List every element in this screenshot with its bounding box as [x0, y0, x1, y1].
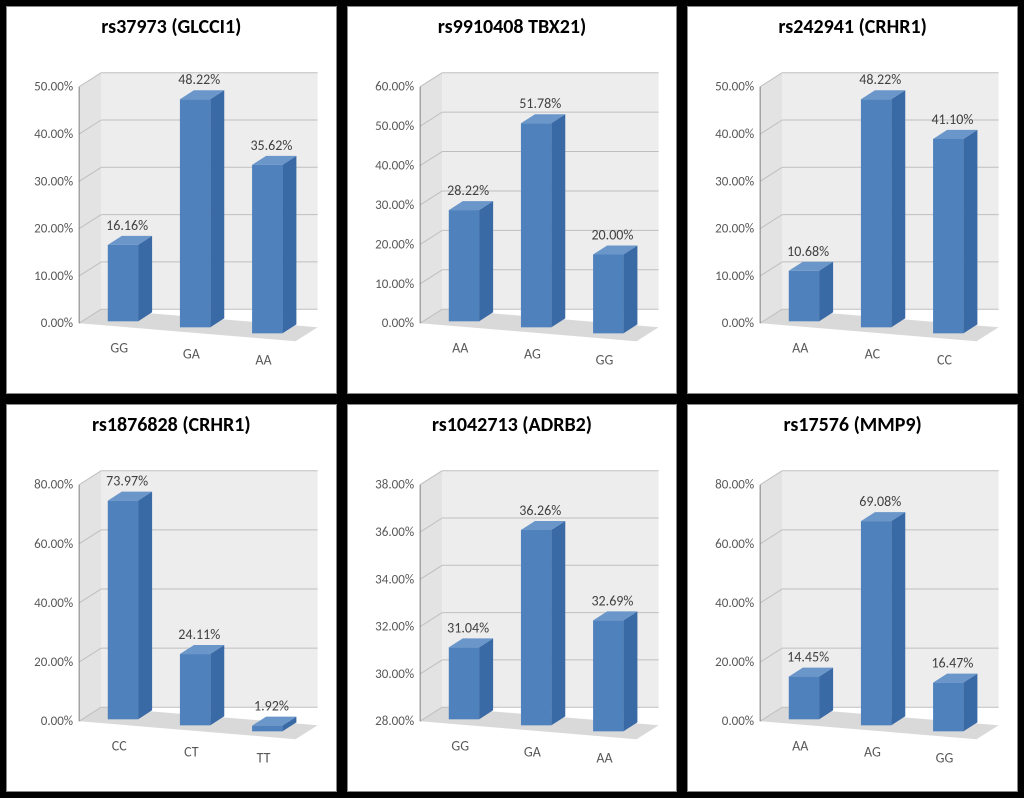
- svg-text:AC: AC: [865, 345, 881, 362]
- svg-text:30.00%: 30.00%: [715, 174, 754, 189]
- svg-text:24.11%: 24.11%: [178, 626, 220, 643]
- chart-title: rs1042713 (ADRB2): [352, 413, 673, 437]
- chart-panel-1: rs9910408 TBX21) 0.00% 10.00% 20.00% 30.00%…: [347, 6, 678, 394]
- svg-text:0.00%: 0.00%: [722, 316, 754, 331]
- svg-text:41.10%: 41.10%: [932, 111, 974, 128]
- svg-text:10.00%: 10.00%: [375, 277, 414, 292]
- chart-panel-2: rs242941 (CRHR1) 0.00% 10.00% 20.00% 30.00%…: [687, 6, 1018, 394]
- svg-text:10.00%: 10.00%: [34, 269, 73, 284]
- svg-text:38.00%: 38.00%: [375, 478, 414, 493]
- svg-text:0.00%: 0.00%: [41, 714, 73, 729]
- svg-text:35.62%: 35.62%: [250, 137, 292, 154]
- svg-text:60.00%: 60.00%: [375, 80, 414, 95]
- svg-text:28.22%: 28.22%: [447, 182, 489, 199]
- svg-text:16.47%: 16.47%: [932, 655, 974, 672]
- svg-text:80.00%: 80.00%: [34, 478, 73, 493]
- svg-text:TT: TT: [257, 749, 271, 766]
- svg-text:60.00%: 60.00%: [715, 537, 754, 552]
- svg-text:20.00%: 20.00%: [375, 237, 414, 252]
- svg-text:0.00%: 0.00%: [41, 316, 73, 331]
- svg-text:60.00%: 60.00%: [34, 537, 73, 552]
- svg-text:30.00%: 30.00%: [375, 198, 414, 213]
- svg-text:40.00%: 40.00%: [34, 127, 73, 142]
- svg-text:31.04%: 31.04%: [447, 619, 489, 636]
- svg-text:40.00%: 40.00%: [375, 159, 414, 174]
- chart-panel-0: rs37973 (GLCCI1) 0.00% 10.00% 20.00% 30.00%…: [6, 6, 337, 394]
- svg-text:AA: AA: [596, 749, 613, 766]
- chart-area: 0.00% 10.00% 20.00% 30.00% 40.00% 50.00% 16.16…: [11, 43, 332, 389]
- svg-text:40.00%: 40.00%: [34, 596, 73, 611]
- svg-text:28.00%: 28.00%: [375, 714, 414, 729]
- svg-text:20.00%: 20.00%: [591, 226, 633, 243]
- chart-area: 0.00% 10.00% 20.00% 30.00% 40.00% 50.00% 60.00…: [352, 43, 673, 389]
- svg-text:48.22%: 48.22%: [860, 71, 902, 88]
- svg-text:32.69%: 32.69%: [591, 592, 633, 609]
- svg-text:GG: GG: [936, 749, 954, 766]
- chart-area: 0.00% 20.00% 40.00% 60.00% 80.00% 73.97% CC 24.…: [11, 441, 332, 787]
- svg-text:0.00%: 0.00%: [722, 714, 754, 729]
- svg-text:14.45%: 14.45%: [787, 649, 829, 666]
- chart-area: 28.00% 30.00% 32.00% 34.00% 36.00% 38.00% 31.0…: [352, 441, 673, 787]
- svg-text:GA: GA: [524, 743, 542, 760]
- chart-title: rs37973 (GLCCI1): [11, 15, 332, 39]
- svg-text:20.00%: 20.00%: [34, 222, 73, 237]
- svg-text:40.00%: 40.00%: [715, 596, 754, 611]
- chart-title: rs242941 (CRHR1): [692, 15, 1013, 39]
- svg-text:50.00%: 50.00%: [715, 80, 754, 95]
- svg-text:GG: GG: [451, 737, 469, 754]
- svg-text:AA: AA: [452, 339, 469, 356]
- svg-text:30.00%: 30.00%: [375, 667, 414, 682]
- svg-text:32.00%: 32.00%: [375, 620, 414, 635]
- svg-text:1.92%: 1.92%: [254, 698, 289, 715]
- svg-text:GG: GG: [595, 351, 613, 368]
- svg-text:34.00%: 34.00%: [375, 572, 414, 587]
- svg-text:GG: GG: [110, 339, 128, 356]
- svg-text:73.97%: 73.97%: [106, 473, 148, 490]
- svg-text:CC: CC: [937, 351, 952, 368]
- svg-text:AA: AA: [255, 351, 272, 368]
- chart-title: rs17576 (MMP9): [692, 413, 1013, 437]
- chart-area: 0.00% 20.00% 40.00% 60.00% 80.00% 14.45% AA 69.…: [692, 441, 1013, 787]
- svg-text:AA: AA: [792, 339, 809, 356]
- svg-text:50.00%: 50.00%: [34, 80, 73, 95]
- svg-text:CT: CT: [184, 743, 199, 760]
- svg-text:48.22%: 48.22%: [178, 71, 220, 88]
- svg-text:0.00%: 0.00%: [381, 316, 413, 331]
- chart-panel-3: rs1876828 (CRHR1) 0.00% 20.00% 40.00% 60.00…: [6, 404, 337, 792]
- svg-text:80.00%: 80.00%: [715, 478, 754, 493]
- svg-text:16.16%: 16.16%: [106, 217, 148, 234]
- chart-panel-5: rs17576 (MMP9) 0.00% 20.00% 40.00% 60.00% 80…: [687, 404, 1018, 792]
- chart-area: 0.00% 10.00% 20.00% 30.00% 40.00% 50.00% 10.68…: [692, 43, 1013, 389]
- svg-text:AG: AG: [524, 345, 541, 362]
- svg-text:20.00%: 20.00%: [715, 655, 754, 670]
- chart-title: rs9910408 TBX21): [352, 15, 673, 39]
- chart-title: rs1876828 (CRHR1): [11, 413, 332, 437]
- svg-text:30.00%: 30.00%: [34, 174, 73, 189]
- svg-text:AG: AG: [864, 743, 881, 760]
- svg-text:51.78%: 51.78%: [519, 95, 561, 112]
- chart-grid: rs37973 (GLCCI1) 0.00% 10.00% 20.00% 30.00%…: [0, 0, 1024, 798]
- svg-text:50.00%: 50.00%: [375, 119, 414, 134]
- svg-text:40.00%: 40.00%: [715, 127, 754, 142]
- svg-text:AA: AA: [792, 737, 809, 754]
- chart-panel-4: rs1042713 (ADRB2) 28.00% 30.00% 32.00% 34.0…: [347, 404, 678, 792]
- svg-text:10.00%: 10.00%: [715, 269, 754, 284]
- svg-text:36.26%: 36.26%: [519, 502, 561, 519]
- svg-text:20.00%: 20.00%: [715, 222, 754, 237]
- svg-text:GA: GA: [183, 345, 201, 362]
- svg-text:CC: CC: [112, 737, 127, 754]
- svg-text:36.00%: 36.00%: [375, 525, 414, 540]
- svg-text:69.08%: 69.08%: [860, 493, 902, 510]
- svg-text:10.68%: 10.68%: [787, 243, 829, 260]
- svg-text:20.00%: 20.00%: [34, 655, 73, 670]
